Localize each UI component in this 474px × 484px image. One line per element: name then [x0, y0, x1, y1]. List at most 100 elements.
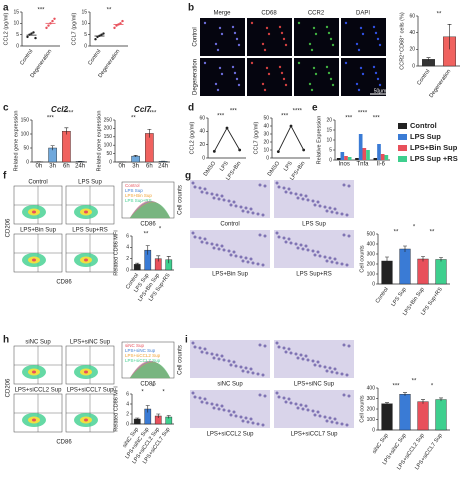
cell	[227, 359, 231, 363]
cell	[229, 413, 233, 417]
legend-swatch	[398, 134, 407, 140]
fluorescence-image	[247, 58, 292, 96]
cell	[328, 366, 332, 370]
cell	[284, 400, 288, 404]
cell	[331, 83, 335, 87]
error-bar	[64, 127, 69, 135]
cell	[241, 369, 245, 373]
cell	[212, 406, 216, 410]
y-tick-label: 40	[263, 123, 269, 129]
cell	[231, 25, 235, 29]
y-axis-label: Cell counts	[359, 245, 365, 272]
cell	[308, 82, 312, 86]
cell	[335, 261, 339, 265]
cell	[214, 82, 218, 86]
error-bar	[166, 415, 171, 419]
y-tick-label: 2	[126, 256, 129, 262]
error-bar	[135, 417, 140, 420]
bar	[366, 150, 370, 160]
cell	[261, 373, 265, 377]
y-tick-label: 20	[409, 47, 415, 53]
cell	[277, 235, 281, 239]
cell	[284, 190, 288, 194]
cell	[313, 363, 317, 367]
flow-label: LPS+siNC Sup	[70, 340, 111, 346]
legend-label: LPS+siNC Sup	[125, 348, 156, 353]
y-tick-label: 40	[409, 30, 415, 36]
legend-swatch	[398, 123, 407, 129]
cell	[246, 370, 250, 374]
axis-label: CD86	[140, 382, 156, 388]
x-tick-label: Il-6	[377, 162, 386, 168]
significance: ****	[358, 111, 368, 117]
point	[51, 19, 54, 23]
y-tick-label: 5	[16, 32, 19, 38]
significance: ****	[293, 109, 303, 115]
cell	[325, 369, 329, 373]
panel-letter: b	[188, 3, 194, 14]
cell	[340, 422, 344, 426]
cell	[234, 364, 238, 368]
cell	[246, 260, 250, 264]
cell	[374, 71, 378, 75]
cell	[296, 196, 300, 200]
legend-label: Control	[410, 121, 437, 130]
axis-label: CD86	[56, 280, 72, 286]
micrograph	[274, 230, 354, 268]
x-tick-label: 24h	[75, 164, 85, 170]
y-tick-label: 5	[329, 147, 332, 153]
significance: ***	[230, 109, 238, 115]
cell	[327, 31, 331, 35]
y-tick-label: 100	[21, 131, 30, 137]
cell	[278, 65, 282, 69]
cell	[215, 243, 219, 247]
point	[102, 32, 105, 35]
cell	[361, 32, 365, 36]
micrograph-label: siNC Sup	[217, 382, 243, 388]
cell	[333, 417, 337, 421]
error-bar	[426, 57, 431, 61]
y-tick-label: 50	[23, 145, 29, 151]
cell	[244, 416, 248, 420]
point	[119, 22, 122, 25]
cell	[256, 422, 260, 426]
histogram-curve	[129, 202, 171, 219]
cell	[328, 416, 332, 420]
bar	[381, 403, 393, 431]
error-bar	[421, 256, 425, 262]
bar	[362, 148, 367, 160]
cell	[275, 341, 279, 345]
point	[225, 126, 229, 130]
y-axis-label: Cell counts	[359, 395, 365, 422]
cell	[306, 408, 310, 412]
density	[84, 258, 88, 262]
y-tick-label: 0	[109, 159, 112, 165]
cell	[287, 237, 291, 241]
y-tick-label: 150	[104, 134, 113, 140]
cell	[250, 21, 254, 25]
axis-label: CD206	[6, 218, 12, 237]
panel-letter: h	[3, 335, 9, 346]
cell	[200, 240, 204, 244]
micrograph	[190, 180, 270, 218]
fluorescence-image	[294, 58, 339, 96]
point	[117, 23, 120, 26]
cell	[216, 48, 220, 52]
cell	[284, 350, 288, 354]
cell	[323, 415, 327, 419]
cell	[342, 233, 346, 237]
cell	[246, 420, 250, 424]
cell	[357, 88, 361, 92]
cell	[316, 360, 320, 364]
cell	[258, 233, 262, 237]
cell	[280, 71, 284, 75]
legend-label: Control	[125, 183, 140, 188]
cell	[198, 186, 202, 190]
significance: **	[437, 12, 442, 18]
cell	[359, 66, 363, 70]
cell	[210, 402, 214, 406]
axis-label: Cell counts	[178, 345, 184, 375]
error-bar	[50, 145, 55, 151]
y-tick-label: 100	[104, 143, 113, 149]
legend-label: LPS+siCCL7 Sup	[125, 358, 161, 363]
